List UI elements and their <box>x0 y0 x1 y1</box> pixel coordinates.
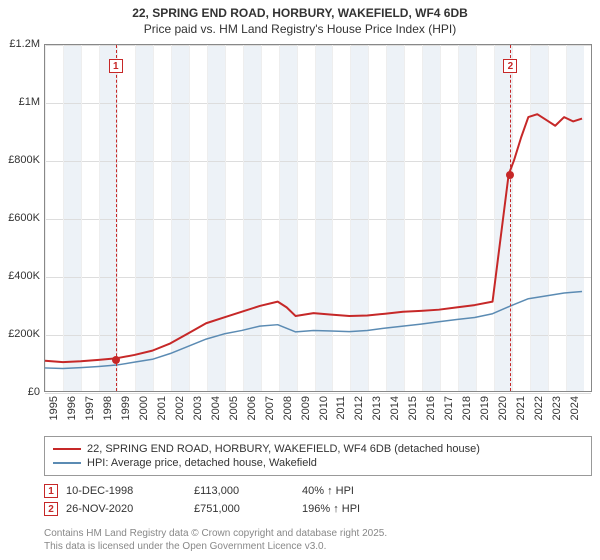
xtick-label: 2009 <box>300 396 312 420</box>
xtick-label: 1995 <box>48 396 60 420</box>
chart-lines <box>45 45 591 391</box>
xtick-label: 1996 <box>66 396 78 420</box>
legend-item-property: 22, SPRING END ROAD, HORBURY, WAKEFIELD,… <box>53 443 583 455</box>
ytick-label: £800K <box>8 154 40 166</box>
chart-plot-area: 12 <box>44 44 592 392</box>
attribution-line1: Contains HM Land Registry data © Crown c… <box>44 528 592 541</box>
xtick-label: 2018 <box>461 396 473 420</box>
event-dot-1 <box>112 356 120 364</box>
xtick-label: 2006 <box>246 396 258 420</box>
xtick-label: 2011 <box>335 396 347 420</box>
xtick-label: 2003 <box>192 396 204 420</box>
attribution-line2: This data is licensed under the Open Gov… <box>44 541 592 554</box>
xtick-label: 2017 <box>443 396 455 420</box>
attribution: Contains HM Land Registry data © Crown c… <box>44 528 592 553</box>
xtick-label: 2016 <box>425 396 437 420</box>
sales-row-2: 2 26-NOV-2020 £751,000 196% ↑ HPI <box>44 502 592 516</box>
series-property <box>45 114 582 362</box>
legend-item-hpi: HPI: Average price, detached house, Wake… <box>53 457 583 469</box>
xtick-label: 2024 <box>569 396 581 420</box>
xtick-label: 2004 <box>210 396 222 420</box>
event-marker-1: 1 <box>109 59 123 73</box>
xtick-label: 2019 <box>479 396 491 420</box>
xtick-label: 2005 <box>228 396 240 420</box>
xtick-label: 2013 <box>371 396 383 420</box>
title-subtitle: Price paid vs. HM Land Registry's House … <box>0 22 600 38</box>
sales-pct-2: 196% ↑ HPI <box>302 503 422 515</box>
xtick-label: 2000 <box>138 396 150 420</box>
xtick-label: 2012 <box>353 396 365 420</box>
legend-label-property: 22, SPRING END ROAD, HORBURY, WAKEFIELD,… <box>87 443 480 455</box>
ytick-label: £1.2M <box>9 38 40 50</box>
legend-label-hpi: HPI: Average price, detached house, Wake… <box>87 457 317 469</box>
sales-price-2: £751,000 <box>194 503 294 515</box>
sales-date-2: 26-NOV-2020 <box>66 503 186 515</box>
xtick-label: 2022 <box>533 396 545 420</box>
sales-row-1: 1 10-DEC-1998 £113,000 40% ↑ HPI <box>44 484 592 498</box>
xtick-label: 2001 <box>156 396 168 420</box>
ytick-label: £600K <box>8 212 40 224</box>
title-address: 22, SPRING END ROAD, HORBURY, WAKEFIELD,… <box>0 6 600 22</box>
xtick-label: 2015 <box>407 396 419 420</box>
ytick-label: £1M <box>19 96 40 108</box>
sales-marker-1: 1 <box>44 484 58 498</box>
sales-pct-1: 40% ↑ HPI <box>302 485 422 497</box>
xtick-label: 2021 <box>515 396 527 420</box>
xtick-label: 2008 <box>282 396 294 420</box>
event-marker-2: 2 <box>503 59 517 73</box>
xtick-label: 2007 <box>264 396 276 420</box>
event-dot-2 <box>506 171 514 179</box>
xtick-label: 2014 <box>389 396 401 420</box>
xtick-label: 2023 <box>551 396 563 420</box>
sales-marker-2: 2 <box>44 502 58 516</box>
xtick-label: 2010 <box>318 396 330 420</box>
xtick-label: 2020 <box>497 396 509 420</box>
xtick-label: 1998 <box>102 396 114 420</box>
sales-price-1: £113,000 <box>194 485 294 497</box>
xtick-label: 2002 <box>174 396 186 420</box>
ytick-label: £200K <box>8 328 40 340</box>
legend-swatch-property <box>53 448 81 450</box>
xtick-label: 1999 <box>120 396 132 420</box>
xtick-label: 1997 <box>84 396 96 420</box>
legend-swatch-hpi <box>53 462 81 464</box>
sales-table: 1 10-DEC-1998 £113,000 40% ↑ HPI 2 26-NO… <box>44 480 592 520</box>
legend: 22, SPRING END ROAD, HORBURY, WAKEFIELD,… <box>44 436 592 476</box>
ytick-label: £400K <box>8 270 40 282</box>
ytick-label: £0 <box>28 386 40 398</box>
chart-title: 22, SPRING END ROAD, HORBURY, WAKEFIELD,… <box>0 0 600 37</box>
sales-date-1: 10-DEC-1998 <box>66 485 186 497</box>
